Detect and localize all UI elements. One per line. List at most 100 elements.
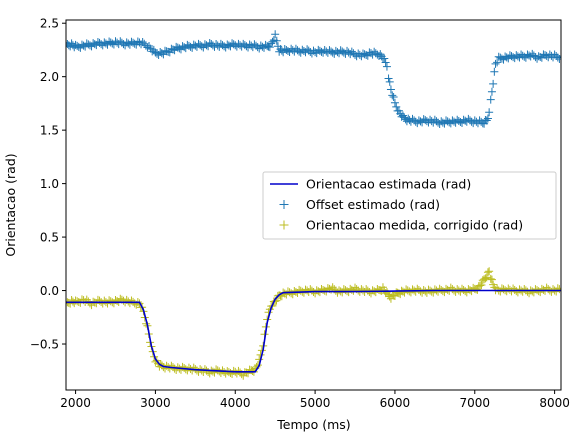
data-point-1-37: [119, 40, 128, 49]
data-point-2-272: [477, 280, 486, 289]
x-tick-label-0: 2000: [60, 396, 91, 410]
y-tick-label-3: 1.0: [40, 177, 59, 191]
data-point-1-55: [148, 47, 157, 56]
data-point-1-70: [172, 42, 181, 51]
data-point-2-280: [487, 275, 496, 284]
x-tick-label-2: 4000: [220, 396, 251, 410]
y-tick-label-5: 2.0: [40, 70, 59, 84]
data-point-1-301: [528, 49, 537, 58]
data-point-1-279: [493, 58, 502, 67]
data-point-1-23: [97, 40, 106, 49]
data-point-1-134: [272, 36, 281, 45]
y-tick-label-2: 0.5: [40, 231, 59, 245]
data-point-1-190: [360, 50, 369, 59]
data-point-1-319: [557, 52, 561, 61]
data-point-1-231: [419, 115, 428, 124]
data-point-1-273: [485, 108, 494, 117]
legend-label-offset-estimado: Offset estimado (rad): [306, 197, 440, 212]
data-point-1-302: [529, 51, 538, 60]
data-point-1-271: [482, 116, 491, 125]
data-point-2-277: [483, 268, 492, 277]
legend-label-orientacao-estimada: Orientacao estimada (rad): [306, 177, 471, 192]
data-point-1-149: [295, 47, 304, 56]
x-tick-label-6: 8000: [539, 396, 570, 410]
data-point-1-49: [138, 37, 147, 46]
data-point-2-8: [73, 297, 82, 306]
data-point-1-105: [228, 39, 237, 48]
x-tick-label-1: 3000: [140, 396, 171, 410]
data-point-1-179: [343, 46, 352, 55]
data-point-2-175: [328, 283, 337, 292]
series-2-markers: [66, 267, 561, 380]
data-point-2-288: [499, 285, 508, 294]
data-point-2-112: [234, 366, 243, 375]
data-point-1-207: [385, 77, 394, 86]
legend-label-orientacao-medida: Orientacao medida, corrigido (rad): [306, 218, 523, 233]
data-point-2-172: [323, 284, 332, 293]
data-point-1-305: [534, 52, 543, 61]
data-point-1-209: [388, 91, 397, 100]
data-point-1-50: [140, 39, 149, 48]
data-point-1-298: [523, 50, 532, 59]
data-point-1-276: [489, 79, 498, 88]
legend: Orientacao estimada (rad) Offset estimad…: [262, 171, 557, 240]
data-point-2-271: [476, 281, 485, 290]
data-point-2-279: [486, 274, 495, 283]
y-axis-label: Orientacao (rad): [3, 153, 18, 256]
data-point-1-275: [487, 87, 496, 96]
data-point-2-7: [71, 296, 80, 305]
data-point-1-131: [268, 37, 277, 46]
y-tick-label-1: 0.0: [40, 284, 59, 298]
data-point-1-82: [191, 41, 200, 50]
x-tick-label-3: 5000: [300, 396, 331, 410]
legend-frame: [262, 171, 557, 240]
data-point-1-64: [162, 47, 171, 56]
data-point-1-173: [333, 48, 342, 57]
data-point-1-162: [315, 46, 324, 55]
data-point-1-208: [386, 85, 395, 94]
data-point-1-204: [381, 58, 390, 67]
plot-frame: [65, 19, 562, 391]
legend-plus-icon-medida: [279, 220, 289, 230]
data-point-2-275: [481, 274, 490, 283]
series-layer: [66, 30, 561, 380]
y-tick-label-4: 1.5: [40, 124, 59, 138]
data-point-2-276: [482, 273, 491, 282]
data-point-1-203: [380, 54, 389, 63]
data-point-1-63: [161, 46, 169, 55]
data-point-2-37: [119, 296, 128, 305]
data-point-2-98: [212, 365, 221, 374]
y-tick-label-0: −0.5: [30, 338, 59, 352]
data-point-1-277: [490, 67, 499, 76]
data-point-2-323: [555, 285, 561, 294]
data-point-1-133: [271, 30, 280, 39]
data-point-1-129: [265, 43, 274, 52]
data-point-1-182: [347, 47, 356, 56]
data-point-1-205: [382, 62, 391, 71]
data-point-1-58: [153, 49, 162, 58]
data-point-1-114: [242, 42, 251, 51]
axes-layer: 2000 3000 4000 5000 6000 7000 8000 −0.5 0.0 0.5 1.…: [30, 17, 570, 410]
data-point-1-180: [344, 48, 353, 57]
x-tick-label-4: 6000: [380, 396, 411, 410]
x-axis-label: Tempo (ms): [276, 417, 350, 432]
data-point-1-272: [483, 114, 492, 123]
data-point-1-67: [167, 44, 176, 53]
data-point-2-126: [255, 355, 264, 364]
data-point-1-278: [491, 59, 500, 68]
data-point-1-256: [459, 115, 468, 124]
data-point-1-189: [359, 49, 367, 58]
data-point-1-206: [384, 74, 393, 83]
series-1-markers: [66, 30, 561, 129]
series-line-orientacao-estimada: [66, 289, 561, 373]
data-point-1-274: [486, 95, 495, 104]
x-tick-label-5: 7000: [460, 396, 491, 410]
data-point-1-317: [553, 53, 561, 62]
y-tick-label-6: 2.5: [40, 17, 59, 31]
data-point-1-211: [390, 98, 399, 107]
data-point-2-169: [319, 285, 328, 294]
data-point-1-52: [143, 43, 152, 52]
data-point-1-47: [135, 38, 144, 47]
